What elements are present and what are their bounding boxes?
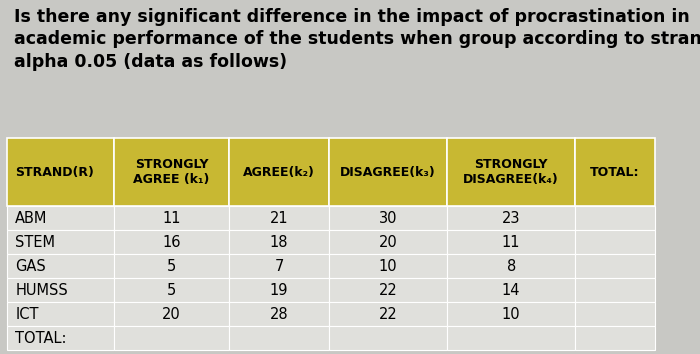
Text: ICT: ICT: [15, 307, 38, 322]
Bar: [329, 302, 447, 326]
Bar: [114, 138, 229, 206]
Text: Is there any significant difference in the impact of procrastination in
academic: Is there any significant difference in t…: [14, 7, 700, 72]
Bar: [114, 278, 229, 302]
Text: TOTAL:: TOTAL:: [15, 331, 66, 346]
Bar: [114, 254, 229, 278]
Bar: [229, 138, 329, 206]
Bar: [229, 254, 329, 278]
Bar: [7, 230, 114, 254]
Text: 14: 14: [502, 283, 520, 298]
Bar: [114, 302, 229, 326]
Bar: [575, 326, 655, 350]
Text: DISAGREE(k₃): DISAGREE(k₃): [340, 166, 436, 178]
Bar: [447, 326, 575, 350]
Bar: [7, 326, 114, 350]
Text: 30: 30: [379, 211, 398, 225]
Bar: [7, 302, 114, 326]
Bar: [575, 206, 655, 230]
Bar: [447, 206, 575, 230]
Bar: [447, 138, 575, 206]
Text: AGREE(k₂): AGREE(k₂): [243, 166, 315, 178]
Text: 20: 20: [162, 307, 181, 322]
Bar: [329, 138, 447, 206]
Text: 5: 5: [167, 259, 176, 274]
Bar: [575, 302, 655, 326]
Text: 22: 22: [379, 307, 398, 322]
Text: STRAND(R): STRAND(R): [15, 166, 94, 178]
Text: 19: 19: [270, 283, 288, 298]
Text: 20: 20: [379, 235, 398, 250]
Bar: [7, 278, 114, 302]
Text: GAS: GAS: [15, 259, 46, 274]
Bar: [114, 326, 229, 350]
Bar: [229, 206, 329, 230]
Bar: [114, 206, 229, 230]
Bar: [447, 302, 575, 326]
Bar: [575, 138, 655, 206]
Bar: [575, 230, 655, 254]
Bar: [329, 230, 447, 254]
Text: 21: 21: [270, 211, 288, 225]
Text: ABM: ABM: [15, 211, 48, 225]
Text: STEM: STEM: [15, 235, 55, 250]
Bar: [229, 278, 329, 302]
Bar: [329, 326, 447, 350]
Text: 10: 10: [379, 259, 398, 274]
Bar: [575, 278, 655, 302]
Bar: [575, 254, 655, 278]
Text: 11: 11: [162, 211, 181, 225]
Bar: [329, 206, 447, 230]
Text: 22: 22: [379, 283, 398, 298]
Text: STRONGLY
AGREE (k₁): STRONGLY AGREE (k₁): [134, 158, 210, 186]
Text: TOTAL:: TOTAL:: [590, 166, 640, 178]
Text: 23: 23: [502, 211, 520, 225]
Text: 8: 8: [507, 259, 516, 274]
Text: 11: 11: [502, 235, 520, 250]
Text: HUMSS: HUMSS: [15, 283, 68, 298]
Bar: [7, 206, 114, 230]
Bar: [329, 254, 447, 278]
Bar: [229, 302, 329, 326]
Bar: [114, 230, 229, 254]
Bar: [229, 230, 329, 254]
Bar: [229, 326, 329, 350]
Text: STRONGLY
DISAGREE(k₄): STRONGLY DISAGREE(k₄): [463, 158, 559, 186]
Bar: [329, 278, 447, 302]
Bar: [447, 254, 575, 278]
Bar: [7, 138, 114, 206]
Text: 5: 5: [167, 283, 176, 298]
Text: 7: 7: [274, 259, 284, 274]
Bar: [7, 254, 114, 278]
Text: 10: 10: [502, 307, 521, 322]
Text: 18: 18: [270, 235, 288, 250]
Bar: [447, 230, 575, 254]
Text: 16: 16: [162, 235, 181, 250]
Bar: [447, 278, 575, 302]
Text: 28: 28: [270, 307, 288, 322]
